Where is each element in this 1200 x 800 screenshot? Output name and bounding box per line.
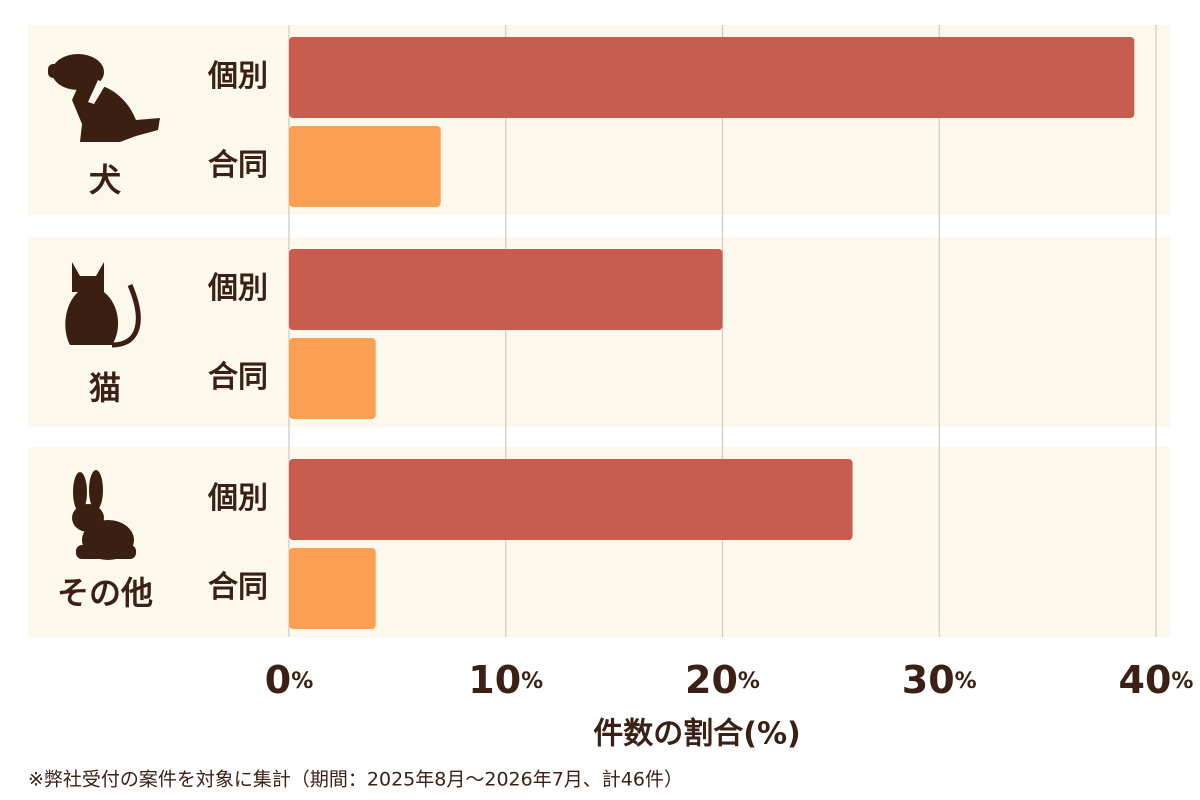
series-label: 個別 bbox=[207, 481, 268, 516]
x-tick-label: 30% bbox=[902, 658, 977, 702]
x-tick-label: 10% bbox=[468, 658, 543, 702]
bar bbox=[289, 126, 441, 207]
bar bbox=[289, 548, 376, 629]
bar bbox=[289, 459, 853, 540]
series-label: 合同 bbox=[208, 148, 268, 183]
bars bbox=[289, 37, 1135, 629]
x-tick-label: 40% bbox=[1119, 658, 1194, 702]
category-label: 猫 bbox=[89, 369, 121, 407]
x-tick-label: 0% bbox=[265, 658, 314, 702]
series-label: 個別 bbox=[207, 271, 268, 306]
bar bbox=[289, 249, 723, 330]
footnote: ※弊社受付の案件を対象に集計（期間：2025年8月〜2026年7月、計46件） bbox=[28, 769, 683, 791]
series-label: 個別 bbox=[207, 59, 268, 94]
icons bbox=[48, 54, 160, 560]
series-label: 合同 bbox=[208, 570, 268, 605]
dog-icon bbox=[48, 54, 160, 142]
bar bbox=[289, 37, 1135, 118]
series-label: 合同 bbox=[208, 360, 268, 395]
category-label: その他 bbox=[57, 574, 153, 612]
x-tick-label: 20% bbox=[685, 658, 760, 702]
x-axis-title: 件数の割合(%) bbox=[593, 717, 800, 752]
bar bbox=[289, 338, 376, 419]
cat-icon bbox=[65, 262, 141, 348]
rabbit-icon bbox=[72, 470, 136, 560]
category-label: 犬 bbox=[89, 161, 121, 199]
